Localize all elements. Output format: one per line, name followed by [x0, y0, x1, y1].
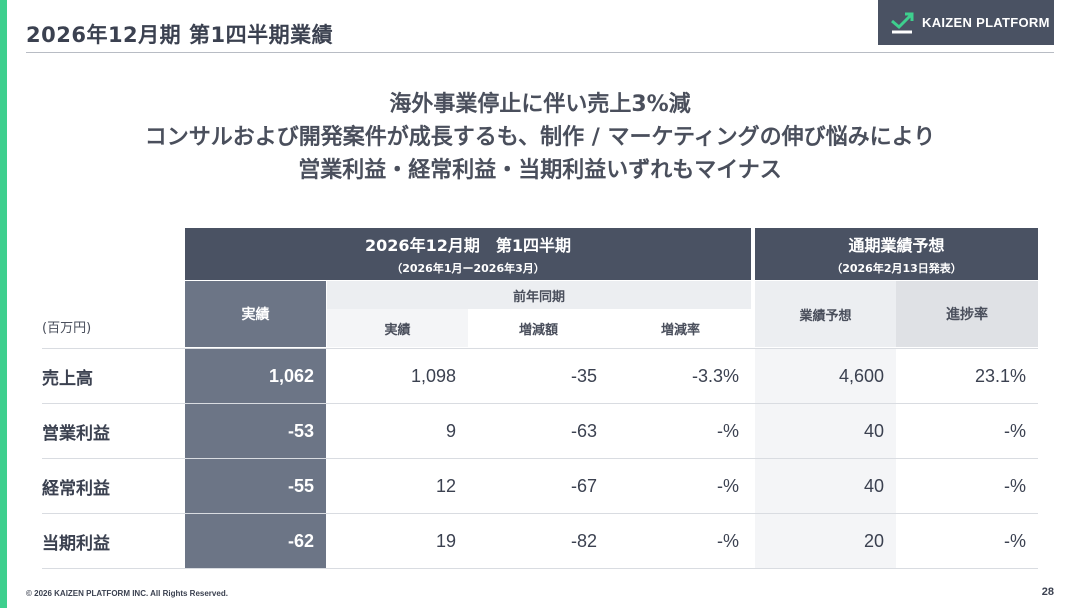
change-amount-column-header: 増減額 — [468, 309, 609, 347]
header-divider — [42, 348, 1038, 349]
row-label-operating-profit: 営業利益 — [42, 423, 110, 444]
revenue-progress: 23.1% — [974, 365, 1026, 386]
row-divider — [42, 513, 1038, 514]
headline-line-3: 営業利益・経常利益・当期利益いずれもマイナス — [298, 158, 782, 183]
actual-column-header: 実績 — [185, 281, 326, 347]
logo-text: KAIZEN PLATFORM — [922, 15, 1050, 30]
page-number: 28 — [1041, 586, 1054, 598]
ordinary-profit-forecast: 40 — [755, 459, 896, 513]
net-profit-change-rate: -% — [717, 530, 739, 551]
revenue-forecast: 4,600 — [755, 349, 896, 403]
row-label-ordinary-profit: 経常利益 — [42, 478, 110, 499]
forecast-group-header: 通期業績予想 （2026年2月13日発表） — [755, 228, 1038, 280]
net-profit-actual: -62 — [185, 514, 326, 568]
operating-profit-change-rate: -% — [717, 420, 739, 441]
kaizen-logo: KAIZEN PLATFORM — [878, 0, 1054, 45]
change-rate-column-header: 増減率 — [610, 309, 751, 347]
ordinary-profit-progress: -% — [1004, 475, 1026, 496]
ordinary-profit-prev-actual: 12 — [435, 475, 456, 496]
revenue-change-amount: -35 — [570, 365, 597, 386]
row-divider — [42, 458, 1038, 459]
revenue-prev-actual: 1,098 — [410, 365, 456, 386]
operating-profit-actual: -53 — [185, 404, 326, 458]
accent-bar — [0, 0, 7, 608]
unit-label: (百万円) — [42, 321, 92, 336]
net-profit-progress: -% — [1004, 530, 1026, 551]
forecast-column-header: 業績予想 — [755, 281, 896, 347]
prev-year-group-header: 前年同期 — [327, 281, 751, 309]
row-divider — [42, 403, 1038, 404]
operating-profit-progress: -% — [1004, 420, 1026, 441]
q1-group-title: 2026年12月期 第1四半期 — [365, 236, 571, 255]
revenue-actual: 1,062 — [185, 349, 326, 403]
row-divider — [42, 568, 1038, 569]
headline-line-1: 海外事業停止に伴い売上3%減 — [389, 92, 691, 117]
ordinary-profit-change-amount: -67 — [570, 475, 597, 496]
net-profit-change-amount: -82 — [570, 530, 597, 551]
row-label-revenue: 売上高 — [42, 368, 93, 389]
forecast-group-title: 通期業績予想 — [848, 236, 945, 255]
net-profit-prev-actual: 19 — [435, 530, 456, 551]
row-label-net-profit: 当期利益 — [42, 533, 110, 554]
q1-group-subtitle: （2026年1月ー2026年3月） — [391, 262, 545, 275]
title-divider — [26, 52, 1054, 53]
prev-actual-column-header: 実績 — [327, 309, 468, 347]
operating-profit-prev-actual: 9 — [445, 420, 456, 441]
progress-column-header: 進捗率 — [896, 281, 1038, 347]
copyright-footer: © 2026 KAIZEN PLATFORM INC. All Rights R… — [26, 589, 228, 598]
checkmark-logo-icon — [891, 12, 914, 33]
net-profit-forecast: 20 — [755, 514, 896, 568]
revenue-change-rate: -3.3% — [691, 365, 739, 386]
page-title: 2026年12月期 第1四半期業績 — [26, 23, 334, 47]
operating-profit-change-amount: -63 — [570, 420, 597, 441]
operating-profit-forecast: 40 — [755, 404, 896, 458]
ordinary-profit-actual: -55 — [185, 459, 326, 513]
q1-group-header: 2026年12月期 第1四半期 （2026年1月ー2026年3月） — [185, 228, 751, 280]
headline: 海外事業停止に伴い売上3%減 コンサルおよび開発案件が成長するも、制作 / マー… — [40, 88, 1040, 187]
headline-line-2: コンサルおよび開発案件が成長するも、制作 / マーケティングの伸び悩みにより — [144, 125, 936, 150]
ordinary-profit-change-rate: -% — [717, 475, 739, 496]
forecast-group-subtitle: （2026年2月13日発表） — [831, 262, 962, 275]
